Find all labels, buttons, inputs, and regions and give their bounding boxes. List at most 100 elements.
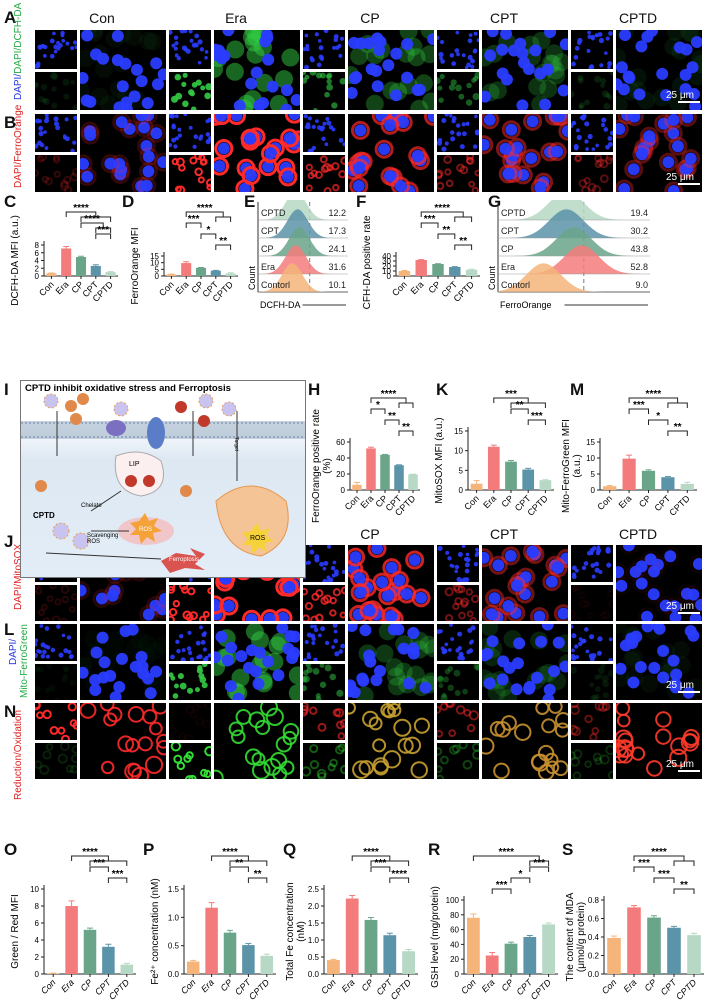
cell-ring bbox=[350, 568, 370, 588]
sig-bracket bbox=[351, 855, 410, 866]
nucleus bbox=[314, 554, 320, 560]
diagram-label-target: Target bbox=[232, 437, 239, 451]
nucleus bbox=[465, 98, 473, 106]
cell bbox=[179, 584, 189, 590]
micro-n-cpt-inset-top bbox=[437, 703, 479, 740]
nucleus bbox=[266, 80, 279, 93]
x-tick-label: CP bbox=[499, 977, 515, 993]
nucleus bbox=[597, 32, 603, 37]
y-tick-label: 10 bbox=[150, 259, 159, 268]
nucleus bbox=[464, 65, 469, 69]
nucleus bbox=[408, 554, 421, 567]
ros-burst-icon bbox=[130, 513, 162, 544]
cell bbox=[460, 599, 468, 608]
nucleus bbox=[382, 59, 395, 72]
nucleus bbox=[594, 561, 600, 567]
nucleus bbox=[324, 142, 329, 147]
nucleus bbox=[157, 68, 166, 81]
nucleus bbox=[303, 77, 308, 84]
cell-ring bbox=[139, 604, 159, 621]
cell bbox=[584, 759, 592, 768]
scale-bar: 25 μm bbox=[666, 601, 700, 614]
flow-row-value: 31.6 bbox=[328, 262, 346, 272]
cell-ring bbox=[556, 548, 568, 568]
micro-n-cptd-inset-top bbox=[571, 703, 613, 740]
nucleus bbox=[500, 30, 513, 40]
micro-b-cpt-inset-top bbox=[437, 114, 479, 152]
cell bbox=[397, 737, 414, 754]
nucleus bbox=[304, 640, 309, 645]
cell bbox=[655, 728, 672, 745]
cell bbox=[196, 703, 207, 709]
cell bbox=[466, 154, 475, 161]
nucleus bbox=[456, 52, 460, 57]
nucleus bbox=[439, 39, 445, 45]
bar-cptd bbox=[680, 483, 694, 490]
cell-ring bbox=[641, 549, 661, 569]
nucleus bbox=[328, 577, 334, 582]
nucleus bbox=[348, 86, 358, 99]
cell bbox=[393, 718, 412, 737]
cell bbox=[52, 154, 61, 161]
cell bbox=[466, 723, 476, 733]
nucleus bbox=[584, 627, 589, 632]
flow-row-label: Era bbox=[261, 262, 275, 272]
panel-label-a: A bbox=[4, 8, 17, 27]
y-tick-label: 4 bbox=[35, 936, 40, 945]
nucleus bbox=[204, 55, 208, 60]
cell bbox=[270, 751, 288, 770]
nucleus bbox=[62, 134, 67, 138]
nucleus bbox=[458, 93, 465, 100]
x-tick-label: CPTD bbox=[247, 977, 272, 1002]
cell bbox=[597, 703, 608, 712]
cytoplasm bbox=[375, 644, 394, 663]
nucleus bbox=[571, 633, 577, 639]
nucleus bbox=[608, 669, 613, 677]
flow-row-value: 19.4 bbox=[630, 208, 648, 218]
nucleus bbox=[442, 648, 448, 654]
nucleus bbox=[194, 686, 200, 692]
cell-ring bbox=[660, 546, 680, 566]
nucleus bbox=[607, 61, 613, 67]
nucleus bbox=[559, 38, 568, 51]
cell bbox=[144, 755, 164, 775]
nucleus bbox=[252, 677, 265, 690]
nucleus bbox=[53, 121, 60, 127]
cell bbox=[599, 158, 609, 168]
cell-ring bbox=[616, 562, 628, 582]
nucleus bbox=[173, 144, 178, 149]
nucleus bbox=[644, 553, 657, 566]
sig-label: *** bbox=[505, 389, 517, 400]
sig-label: ** bbox=[235, 858, 243, 869]
nucleus bbox=[397, 116, 410, 129]
nucleus bbox=[474, 130, 479, 136]
sig-label: **** bbox=[646, 389, 662, 400]
y-tick-label: 15 bbox=[150, 252, 159, 261]
nucleus bbox=[488, 592, 501, 605]
panel-label-j: J bbox=[4, 532, 14, 551]
cytoplasm bbox=[268, 636, 287, 655]
chart-f: 0 10 20 30 40 DCFH-DA positive rate Con Era CP CP… bbox=[352, 198, 484, 317]
nucleus bbox=[106, 589, 119, 602]
nucleus bbox=[304, 33, 309, 38]
nucleus bbox=[42, 53, 47, 58]
nucleus bbox=[470, 64, 475, 69]
nucleus bbox=[456, 131, 462, 137]
y-axis-label: FerroOrange positive rate(%) bbox=[311, 409, 333, 523]
cell bbox=[332, 708, 341, 717]
nucleus bbox=[142, 672, 155, 685]
nucleus bbox=[455, 84, 462, 91]
nucleus bbox=[113, 157, 126, 170]
cell bbox=[458, 742, 468, 749]
nucleus bbox=[207, 117, 211, 123]
nucleus bbox=[303, 669, 309, 675]
nucleus bbox=[492, 559, 505, 572]
nucleus bbox=[232, 692, 245, 700]
cell bbox=[60, 179, 69, 188]
cell bbox=[594, 703, 605, 711]
cell bbox=[444, 167, 452, 176]
nucleus bbox=[305, 43, 310, 48]
nucleus bbox=[320, 125, 325, 130]
cell-ring bbox=[616, 576, 631, 596]
nucleus bbox=[187, 630, 192, 635]
